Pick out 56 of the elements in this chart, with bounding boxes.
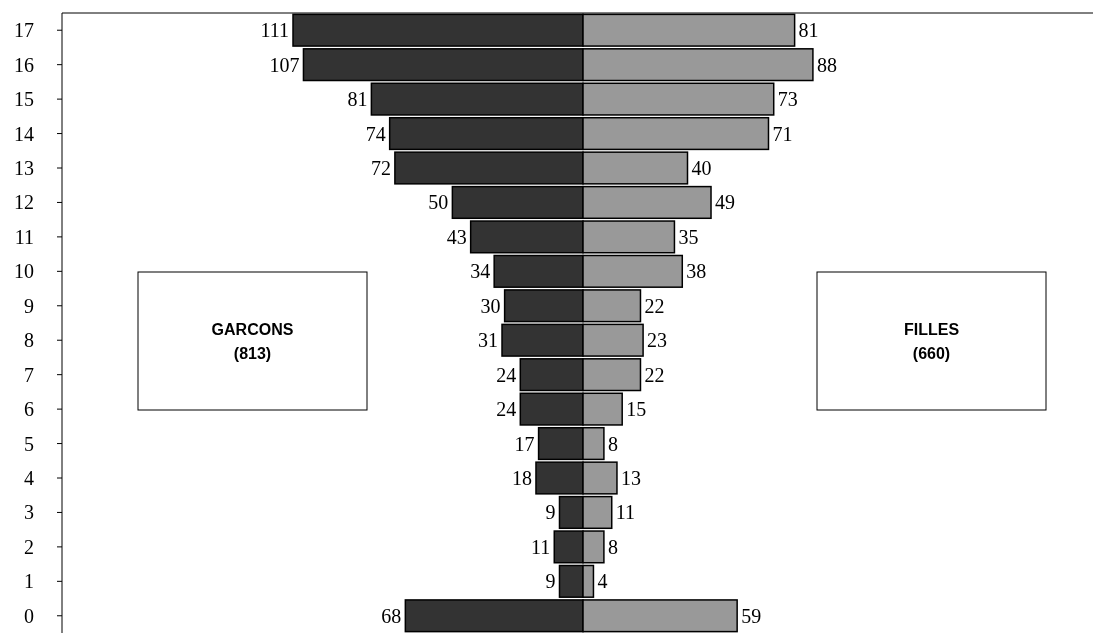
data-label: 4 [597, 570, 608, 593]
y-tick-label: 3 [24, 501, 34, 524]
data-label: 81 [798, 19, 819, 42]
y-tick-label: 2 [24, 535, 34, 558]
data-label: 8 [607, 432, 618, 455]
data-label: 40 [691, 157, 712, 179]
data-label: 81 [347, 88, 368, 111]
y-tick-label: 14 [14, 122, 34, 145]
data-label: 24 [496, 363, 517, 386]
data-label: 22 [644, 294, 665, 317]
y-tick-label: 1 [24, 570, 34, 593]
y-tick-label: 10 [14, 260, 34, 283]
data-label: 24 [496, 398, 517, 421]
data-label: 22 [644, 363, 665, 386]
y-tick-label: 15 [14, 88, 34, 111]
y-tick-label: 6 [24, 398, 34, 421]
data-label: 15 [626, 398, 647, 421]
data-label: 9 [545, 570, 556, 593]
data-label: 11 [531, 535, 551, 558]
data-label: 50 [428, 191, 449, 214]
data-label: 72 [370, 157, 391, 179]
data-label: 9 [545, 501, 556, 524]
data-label: 23 [647, 329, 668, 352]
y-tick-label: 16 [14, 53, 34, 76]
y-tick-label: 5 [24, 432, 34, 455]
y-tick-label: 13 [14, 157, 34, 179]
data-label: 18 [511, 467, 532, 489]
data-label: 59 [741, 604, 762, 627]
annotation: GARCONS (813) [211, 320, 294, 362]
data-label: 31 [478, 329, 499, 352]
y-tick-label: 8 [24, 329, 34, 352]
data-label: 13 [620, 467, 641, 489]
data-label: 88 [816, 53, 837, 76]
data-label: 71 [772, 122, 793, 145]
data-label: 73 [777, 88, 798, 111]
data-label: 35 [678, 225, 699, 248]
data-label: 11 [615, 501, 635, 524]
data-label: 107 [269, 53, 300, 76]
data-label: 43 [446, 225, 467, 248]
y-tick-label: 9 [24, 294, 34, 317]
y-tick-label: 11 [14, 225, 34, 248]
data-label: 111 [260, 19, 289, 42]
y-tick-label: 7 [24, 363, 34, 386]
data-label: 8 [607, 535, 618, 558]
data-label: 49 [715, 191, 736, 214]
text: FILLES (660) [903, 320, 960, 362]
y-tick-label: 4 [24, 467, 34, 489]
y-tick-label: 17 [14, 19, 34, 42]
y-tick-label: 12 [14, 191, 34, 214]
data-label: 74 [365, 122, 386, 145]
data-label: 38 [686, 260, 707, 283]
data-label: 68 [381, 604, 402, 627]
y-tick-label: 0 [24, 604, 34, 627]
data-label: 30 [480, 294, 501, 317]
data-label: 34 [470, 260, 491, 283]
data-label: 17 [514, 432, 535, 455]
